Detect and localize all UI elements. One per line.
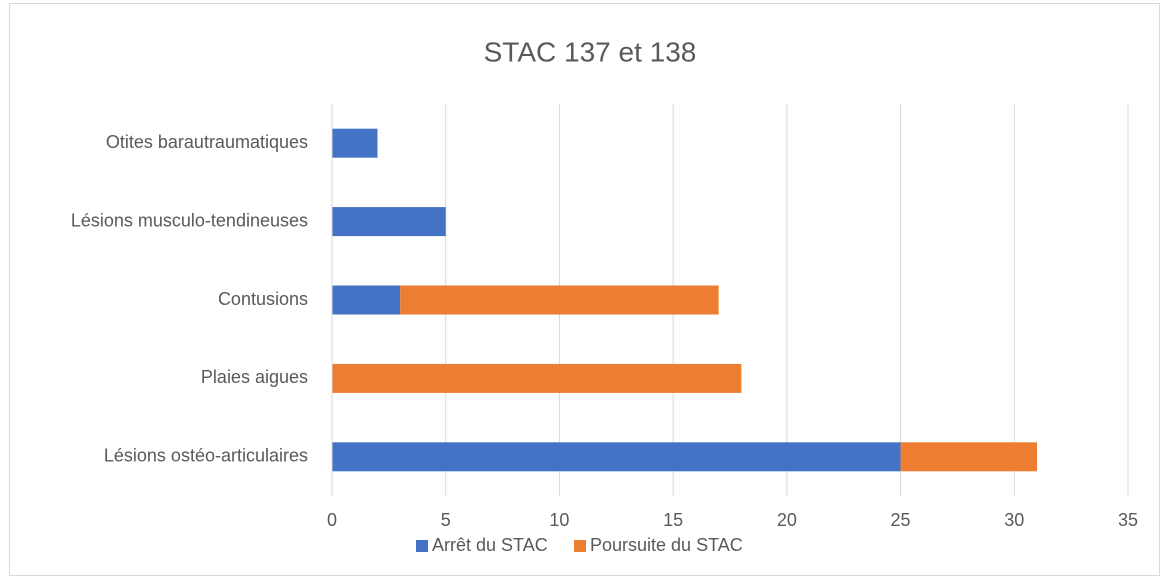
y-tick-label: Lésions ostéo-articulaires — [104, 446, 308, 466]
x-tick-label: 5 — [441, 510, 451, 530]
bar — [332, 207, 446, 237]
x-tick-label: 35 — [1118, 510, 1138, 530]
x-tick-label: 25 — [891, 510, 911, 530]
legend-swatch — [416, 540, 428, 552]
bar — [332, 285, 401, 315]
x-tick-label: 15 — [663, 510, 683, 530]
chart-title: STAC 137 et 138 — [484, 36, 697, 67]
bar — [332, 363, 742, 393]
x-tick-label: 10 — [549, 510, 569, 530]
x-tick-label: 30 — [1004, 510, 1024, 530]
bar — [400, 285, 719, 315]
x-tick-label: 0 — [327, 510, 337, 530]
y-tick-label: Otites barautraumatiques — [106, 132, 308, 152]
legend-swatch — [574, 540, 586, 552]
bar — [332, 442, 901, 472]
bar — [332, 128, 378, 158]
legend-label: Poursuite du STAC — [590, 535, 743, 555]
bar — [900, 442, 1038, 472]
y-tick-label: Lésions musculo-tendineuses — [71, 210, 308, 230]
x-tick-label: 20 — [777, 510, 797, 530]
legend-label: Arrêt du STAC — [432, 535, 548, 555]
y-tick-label: Plaies aigues — [201, 367, 308, 387]
y-tick-label: Contusions — [218, 289, 308, 309]
